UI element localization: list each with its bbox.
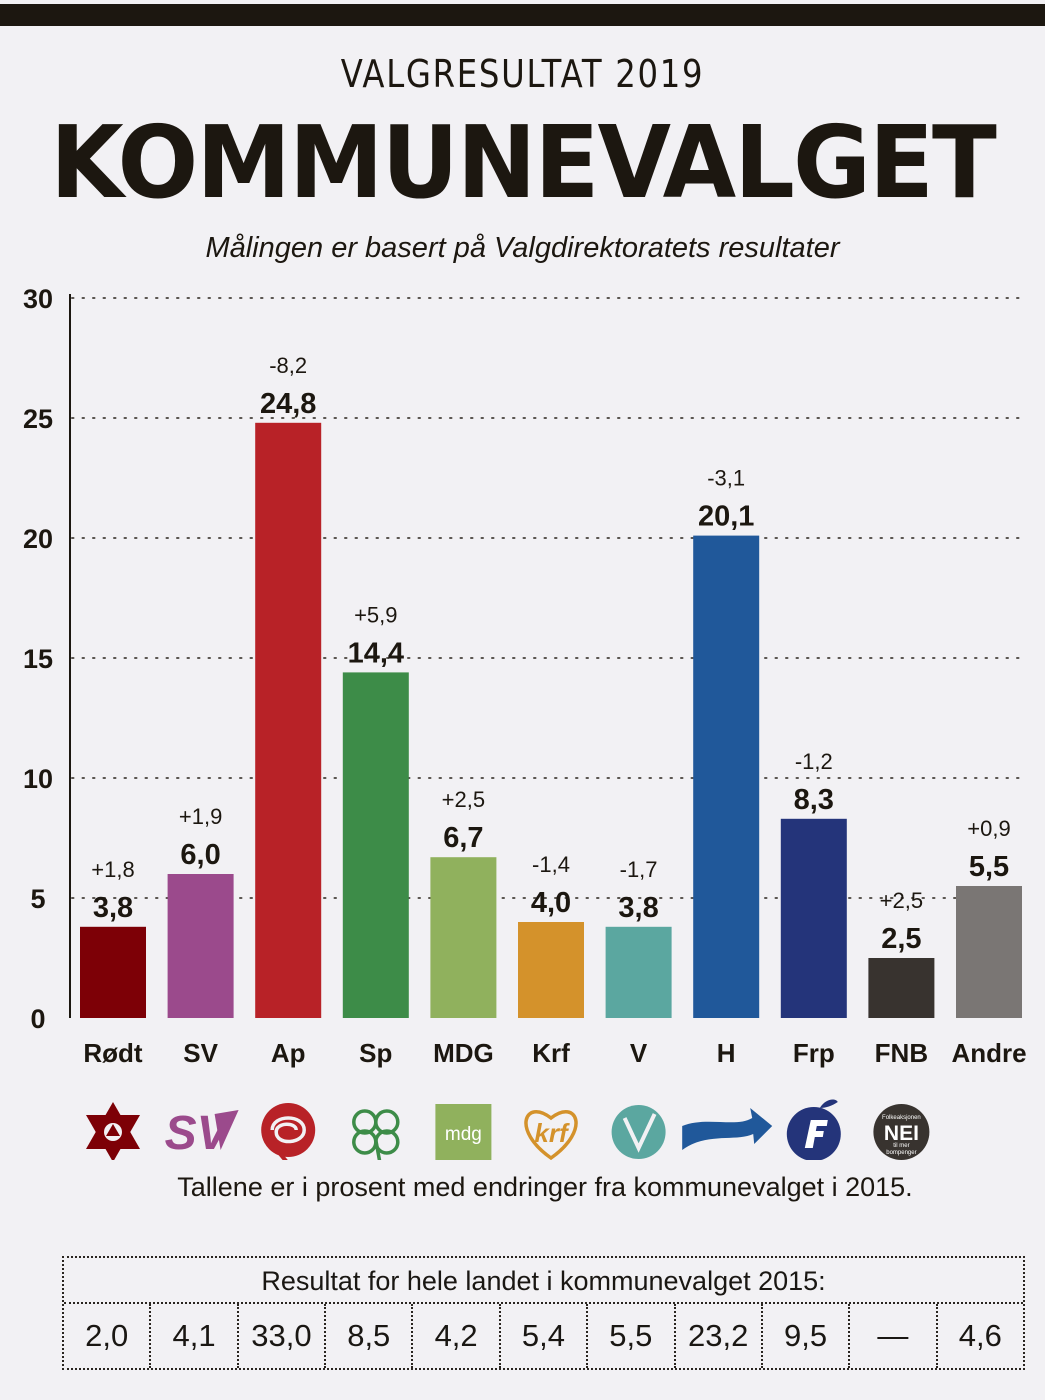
y-tick-label: 30 [23,284,53,314]
x-tick-label: Andre [951,1038,1026,1068]
change-label: +2,5 [880,888,923,913]
y-tick-label: 25 [23,404,53,434]
x-tick-label: SV [183,1038,218,1068]
y-tick-label: 20 [23,524,53,554]
data-label: 3,8 [93,892,133,924]
results-2015-cell: 33,0 [239,1304,327,1368]
bar [693,535,760,1018]
change-label: +1,9 [179,804,222,829]
results-2015-cell: 9,5 [763,1304,851,1368]
change-label: -3,1 [707,466,745,491]
results-2015-table: Resultat for hele landet i kommunevalget… [62,1256,1025,1370]
kicker: VALGRESULTAT 2019 [340,52,705,96]
results-2015-title: Resultat for hele landet i kommunevalget… [64,1258,1023,1304]
ap-rose-icon [261,1103,316,1160]
data-label: 2,5 [881,923,921,955]
mdg-logo-icon: mdg [435,1104,492,1160]
y-tick-label: 15 [23,644,53,674]
results-2015-cell: 4,6 [958,1318,1002,1353]
svg-text:mdg: mdg [445,1124,482,1145]
data-label: 3,8 [618,892,658,924]
data-label: 20,1 [698,501,754,533]
results-2015-cell: 8,5 [326,1304,414,1368]
frp-apple-icon [786,1099,841,1160]
data-label: 8,3 [794,784,834,816]
change-label: -1,4 [532,852,570,877]
bar [605,926,672,1018]
top-rule [0,4,1045,26]
results-2015-cell: 5,4 [501,1304,589,1368]
change-label: +2,5 [442,787,485,812]
bar-chart: 0 5 10 15 20 25 30 3,8 +1,8 Rødt 6,0 +1,9 SV SV 24,8 -8… [23,284,1027,1160]
svg-text:bompenger: bompenger [886,1150,916,1156]
bar [342,672,409,1018]
sp-clover-icon [352,1109,400,1160]
change-label: -1,2 [795,749,833,774]
x-tick-label: V [630,1038,648,1068]
svg-text:NEI: NEI [884,1122,919,1145]
y-tick-label: 5 [30,884,45,914]
change-label: -8,2 [269,353,307,378]
rodt-star-icon [86,1102,140,1160]
bar [518,922,584,1018]
x-tick-label: Ap [271,1038,306,1068]
data-label: 14,4 [348,637,404,669]
svg-text:krf: krf [534,1118,570,1148]
change-label: -1,7 [620,857,658,882]
data-label: 6,0 [180,839,220,871]
svg-text:til mer: til mer [893,1143,909,1149]
krf-heart-icon: krf [524,1110,578,1160]
x-tick-label: FNB [875,1038,928,1068]
footnote: Tallene er i prosent med endringer fra k… [177,1172,913,1202]
y-tick-label: 0 [30,1004,45,1034]
x-tick-label: Krf [532,1038,570,1068]
data-label: 4,0 [531,887,571,919]
results-2015-cell: 4,1 [151,1304,239,1368]
subtitle: Målingen er basert på Valgdirektoratets … [205,232,840,264]
sv-logo-icon: SV [165,1107,239,1160]
y-tick-label: 10 [23,764,53,794]
results-2015-cell: 5,5 [588,1304,676,1368]
change-label: +0,9 [967,816,1010,841]
h-arrow-icon [682,1108,773,1150]
x-tick-label: Sp [359,1038,392,1068]
results-2015-cell: — [850,1304,938,1368]
bar [80,926,146,1018]
bar [780,818,847,1018]
results-2015-cell: 2,0 [64,1304,152,1368]
bar [956,886,1022,1018]
data-label: 5,5 [969,851,1009,883]
bar [868,958,935,1018]
data-label: 6,7 [443,822,483,854]
headline: KOMMUNEVALGET [50,104,997,221]
v-circle-icon [611,1105,666,1159]
data-label: 24,8 [260,388,316,420]
change-label: +5,9 [354,602,397,627]
results-2015-cell: 23,2 [676,1304,763,1368]
x-tick-label: Frp [793,1038,835,1068]
bar [430,857,497,1018]
results-2015-cell: 4,2 [413,1304,501,1368]
bar [167,874,234,1018]
x-tick-label: H [717,1038,736,1068]
bar [255,422,322,1018]
x-tick-label: MDG [433,1038,494,1068]
svg-text:Folkeaksjonen: Folkeaksjonen [882,1115,921,1121]
x-tick-label: Rødt [83,1038,143,1068]
change-label: +1,8 [91,857,134,882]
